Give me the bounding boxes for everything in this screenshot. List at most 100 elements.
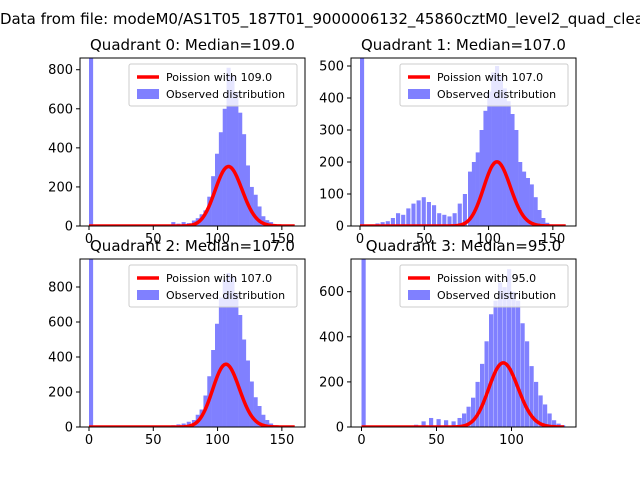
legend: Poission with 107.0 Observed distribution bbox=[399, 63, 569, 107]
histogram-bar bbox=[514, 130, 519, 226]
x-tick-label: 50 bbox=[428, 433, 445, 448]
axes-frame bbox=[79, 258, 306, 428]
x-tick-label: 0 bbox=[85, 232, 93, 247]
histogram-bar bbox=[385, 221, 390, 226]
histogram-bar bbox=[211, 176, 216, 226]
histogram-bar bbox=[462, 194, 467, 226]
y-tick-label: 0 bbox=[65, 421, 73, 436]
histogram-bar bbox=[416, 200, 421, 226]
histogram-bar bbox=[502, 88, 507, 226]
y-tick-label: 600 bbox=[48, 102, 73, 117]
legend-label: Poission with 109.0 bbox=[166, 71, 272, 84]
histogram-bar bbox=[245, 360, 250, 427]
histogram-bar bbox=[421, 197, 426, 226]
y-tick-label: 800 bbox=[48, 281, 73, 296]
histogram-bar bbox=[361, 259, 366, 427]
axes-frame bbox=[350, 258, 577, 428]
legend-box bbox=[399, 264, 569, 308]
poisson-curve bbox=[359, 160, 567, 226]
histogram-bar bbox=[226, 67, 231, 226]
histogram-bar bbox=[253, 397, 258, 427]
histogram-bar bbox=[421, 421, 426, 427]
histogram-bar bbox=[468, 171, 473, 226]
x-tick-label: 0 bbox=[356, 232, 364, 247]
histogram-bar bbox=[222, 280, 227, 427]
histogram-bar bbox=[529, 366, 534, 427]
histogram-bar bbox=[257, 206, 262, 226]
histogram-bar bbox=[242, 339, 247, 427]
legend-patch-marker bbox=[137, 89, 159, 99]
histogram-bar bbox=[522, 171, 527, 226]
histogram-bar bbox=[437, 213, 442, 226]
histogram-bar bbox=[525, 341, 530, 427]
histogram-bar bbox=[261, 216, 266, 226]
y-tick-label: 400 bbox=[48, 351, 73, 366]
legend-label: Poission with 107.0 bbox=[166, 272, 272, 285]
x-tick-label: 50 bbox=[145, 232, 162, 247]
axes-frame bbox=[79, 57, 306, 227]
y-tick-label: 400 bbox=[319, 330, 344, 345]
legend-label: Observed distribution bbox=[166, 289, 285, 302]
histogram-bar bbox=[181, 222, 186, 226]
histogram-bar bbox=[451, 421, 456, 427]
histogram-bar bbox=[466, 406, 471, 427]
histogram-bar bbox=[552, 420, 557, 427]
y-tick-label: 500 bbox=[319, 60, 344, 75]
histogram-bar bbox=[226, 273, 231, 427]
histogram-bar bbox=[511, 291, 516, 427]
y-tick-label: 600 bbox=[319, 285, 344, 300]
histogram-bar bbox=[471, 162, 476, 226]
histogram-bar bbox=[171, 222, 176, 226]
subplot-0: 0 50 100 150 0 200 400 600 800 Quadrant 0: Median… bbox=[48, 36, 306, 247]
histogram-bar bbox=[498, 75, 503, 226]
histogram-bar bbox=[426, 202, 431, 226]
legend-box bbox=[128, 63, 298, 107]
histogram-bar bbox=[261, 414, 266, 427]
histogram-bar bbox=[471, 397, 476, 427]
histogram-bar bbox=[89, 259, 94, 427]
histogram-bar bbox=[529, 184, 534, 226]
legend-label: Poission with 95.0 bbox=[437, 272, 536, 285]
histogram-bar bbox=[480, 363, 485, 427]
legend-label: Poission with 107.0 bbox=[437, 71, 543, 84]
plot-area bbox=[88, 259, 296, 427]
subplot-title: Quadrant 1: Median=107.0 bbox=[361, 36, 566, 54]
histogram-bar bbox=[491, 72, 496, 226]
legend: Poission with 95.0 Observed distribution bbox=[399, 264, 569, 308]
histogram-bar bbox=[475, 381, 480, 427]
histogram-bar bbox=[242, 134, 247, 226]
x-tick-label: 100 bbox=[499, 433, 524, 448]
histogram-bar bbox=[238, 315, 243, 427]
histogram-bar bbox=[390, 218, 395, 226]
y-tick-label: 600 bbox=[48, 316, 73, 331]
x-tick-label: 50 bbox=[416, 232, 433, 247]
histogram-bar bbox=[249, 186, 254, 226]
x-tick-label: 100 bbox=[476, 232, 501, 247]
histogram-bar bbox=[401, 214, 406, 226]
histogram-bar bbox=[537, 210, 542, 226]
histogram-bar bbox=[518, 162, 523, 226]
histogram-bar bbox=[547, 413, 552, 427]
poisson-curve bbox=[361, 361, 565, 427]
y-tick-label: 200 bbox=[319, 156, 344, 171]
histogram-bar bbox=[429, 417, 434, 427]
histogram-bar bbox=[234, 294, 239, 427]
y-tick-label: 200 bbox=[48, 180, 73, 195]
y-tick-label: 400 bbox=[48, 141, 73, 156]
x-tick-label: 150 bbox=[269, 232, 294, 247]
histogram-bar bbox=[510, 114, 515, 226]
legend-patch-marker bbox=[408, 89, 430, 99]
histogram-bar bbox=[436, 419, 441, 427]
legend-box bbox=[128, 264, 298, 308]
plot-area bbox=[88, 58, 296, 226]
histogram-bar bbox=[498, 282, 503, 427]
histogram-bar bbox=[442, 214, 447, 226]
histogram-bar bbox=[534, 381, 539, 427]
legend-patch-marker bbox=[408, 290, 430, 300]
histogram-bar bbox=[234, 92, 239, 226]
histogram-bar bbox=[533, 197, 538, 226]
histogram-bar bbox=[452, 213, 457, 226]
histogram-bar bbox=[257, 406, 262, 427]
